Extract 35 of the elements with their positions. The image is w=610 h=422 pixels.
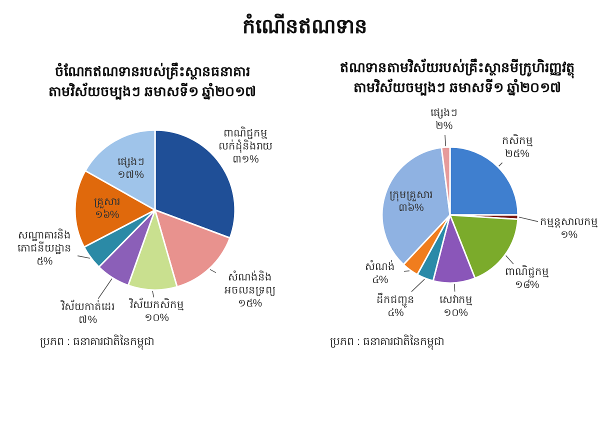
slice-label: ផ្សេងៗ	[116, 156, 146, 169]
text: ប្រភព : ធនាគារជាតិនៃកម្ពុជា	[330, 335, 444, 349]
data-label: ៣៦%	[398, 202, 425, 216]
data-label: ២៥%	[504, 148, 530, 161]
data-label: ១០%	[144, 312, 170, 326]
data-label: ៥%	[35, 256, 54, 269]
data-label: ៤%	[370, 274, 390, 287]
slice-label: សំណង់និងអចលនទ្រព្យ	[223, 272, 276, 298]
data-label: ១%	[559, 228, 579, 242]
slice-label: ផ្សេងៗ	[430, 106, 459, 120]
text: ប្រភព : ធនាគារជាតិនៃកម្ពុជា	[40, 335, 154, 349]
slice-label: ពាណិជ្ជកម្មលក់ដុំនិងរាយ	[218, 128, 274, 154]
data-label: ២%	[434, 120, 454, 133]
slice-label: សណ្ឋាគារនិងភោជនីយដ្ឋាន	[16, 230, 73, 256]
chart-title: ឥណទានតាមវិស័យរបស់គ្រឹះស្ថានមីក្រូហិរញ្ញវត្ថុ តាមវិស័យចម្បងៗ ឆមាសទី១ ឆ្នាំ២០១៧	[339, 58, 576, 98]
data-label: ១០%	[442, 306, 469, 320]
text: កំណើនឥណទាន	[242, 12, 368, 40]
data-label: ៧%	[78, 314, 98, 327]
data-label: ១៨%	[514, 278, 540, 292]
slice-label: កម្មន្តសាលកម្ម	[540, 216, 598, 229]
slice-label: សេវាកម្ម	[438, 294, 474, 307]
slice-label: វិស័យកសិកម្ម	[128, 299, 185, 312]
slice-label: សំណង់	[364, 260, 396, 274]
data-label: ១៧%	[116, 168, 145, 182]
data-label: ១៦%	[94, 209, 120, 222]
data-label: ៤%	[388, 306, 404, 320]
slice-label: គ្រួសារ	[93, 196, 121, 210]
slice-label: វិស័យកាត់ដេរ	[60, 300, 116, 314]
data-label: ១៥%	[236, 298, 264, 311]
slice-label: កសិកម្ម	[500, 134, 534, 148]
data-label: ៣១%	[232, 154, 260, 167]
slice-label: ដឹកជញ្ជូន	[376, 294, 416, 307]
chart-title: ចំណែកឥណទានរបស់គ្រឹះស្ថានធនាគារ តាមវិស័យចម្បងៗ ឆមាសទី១ ឆ្នាំ២០១៧	[48, 62, 258, 102]
slice-label: ពាណិជ្ជកម្ម	[504, 266, 550, 279]
slice-label: ក្រុមគ្រួសារ	[388, 189, 434, 202]
